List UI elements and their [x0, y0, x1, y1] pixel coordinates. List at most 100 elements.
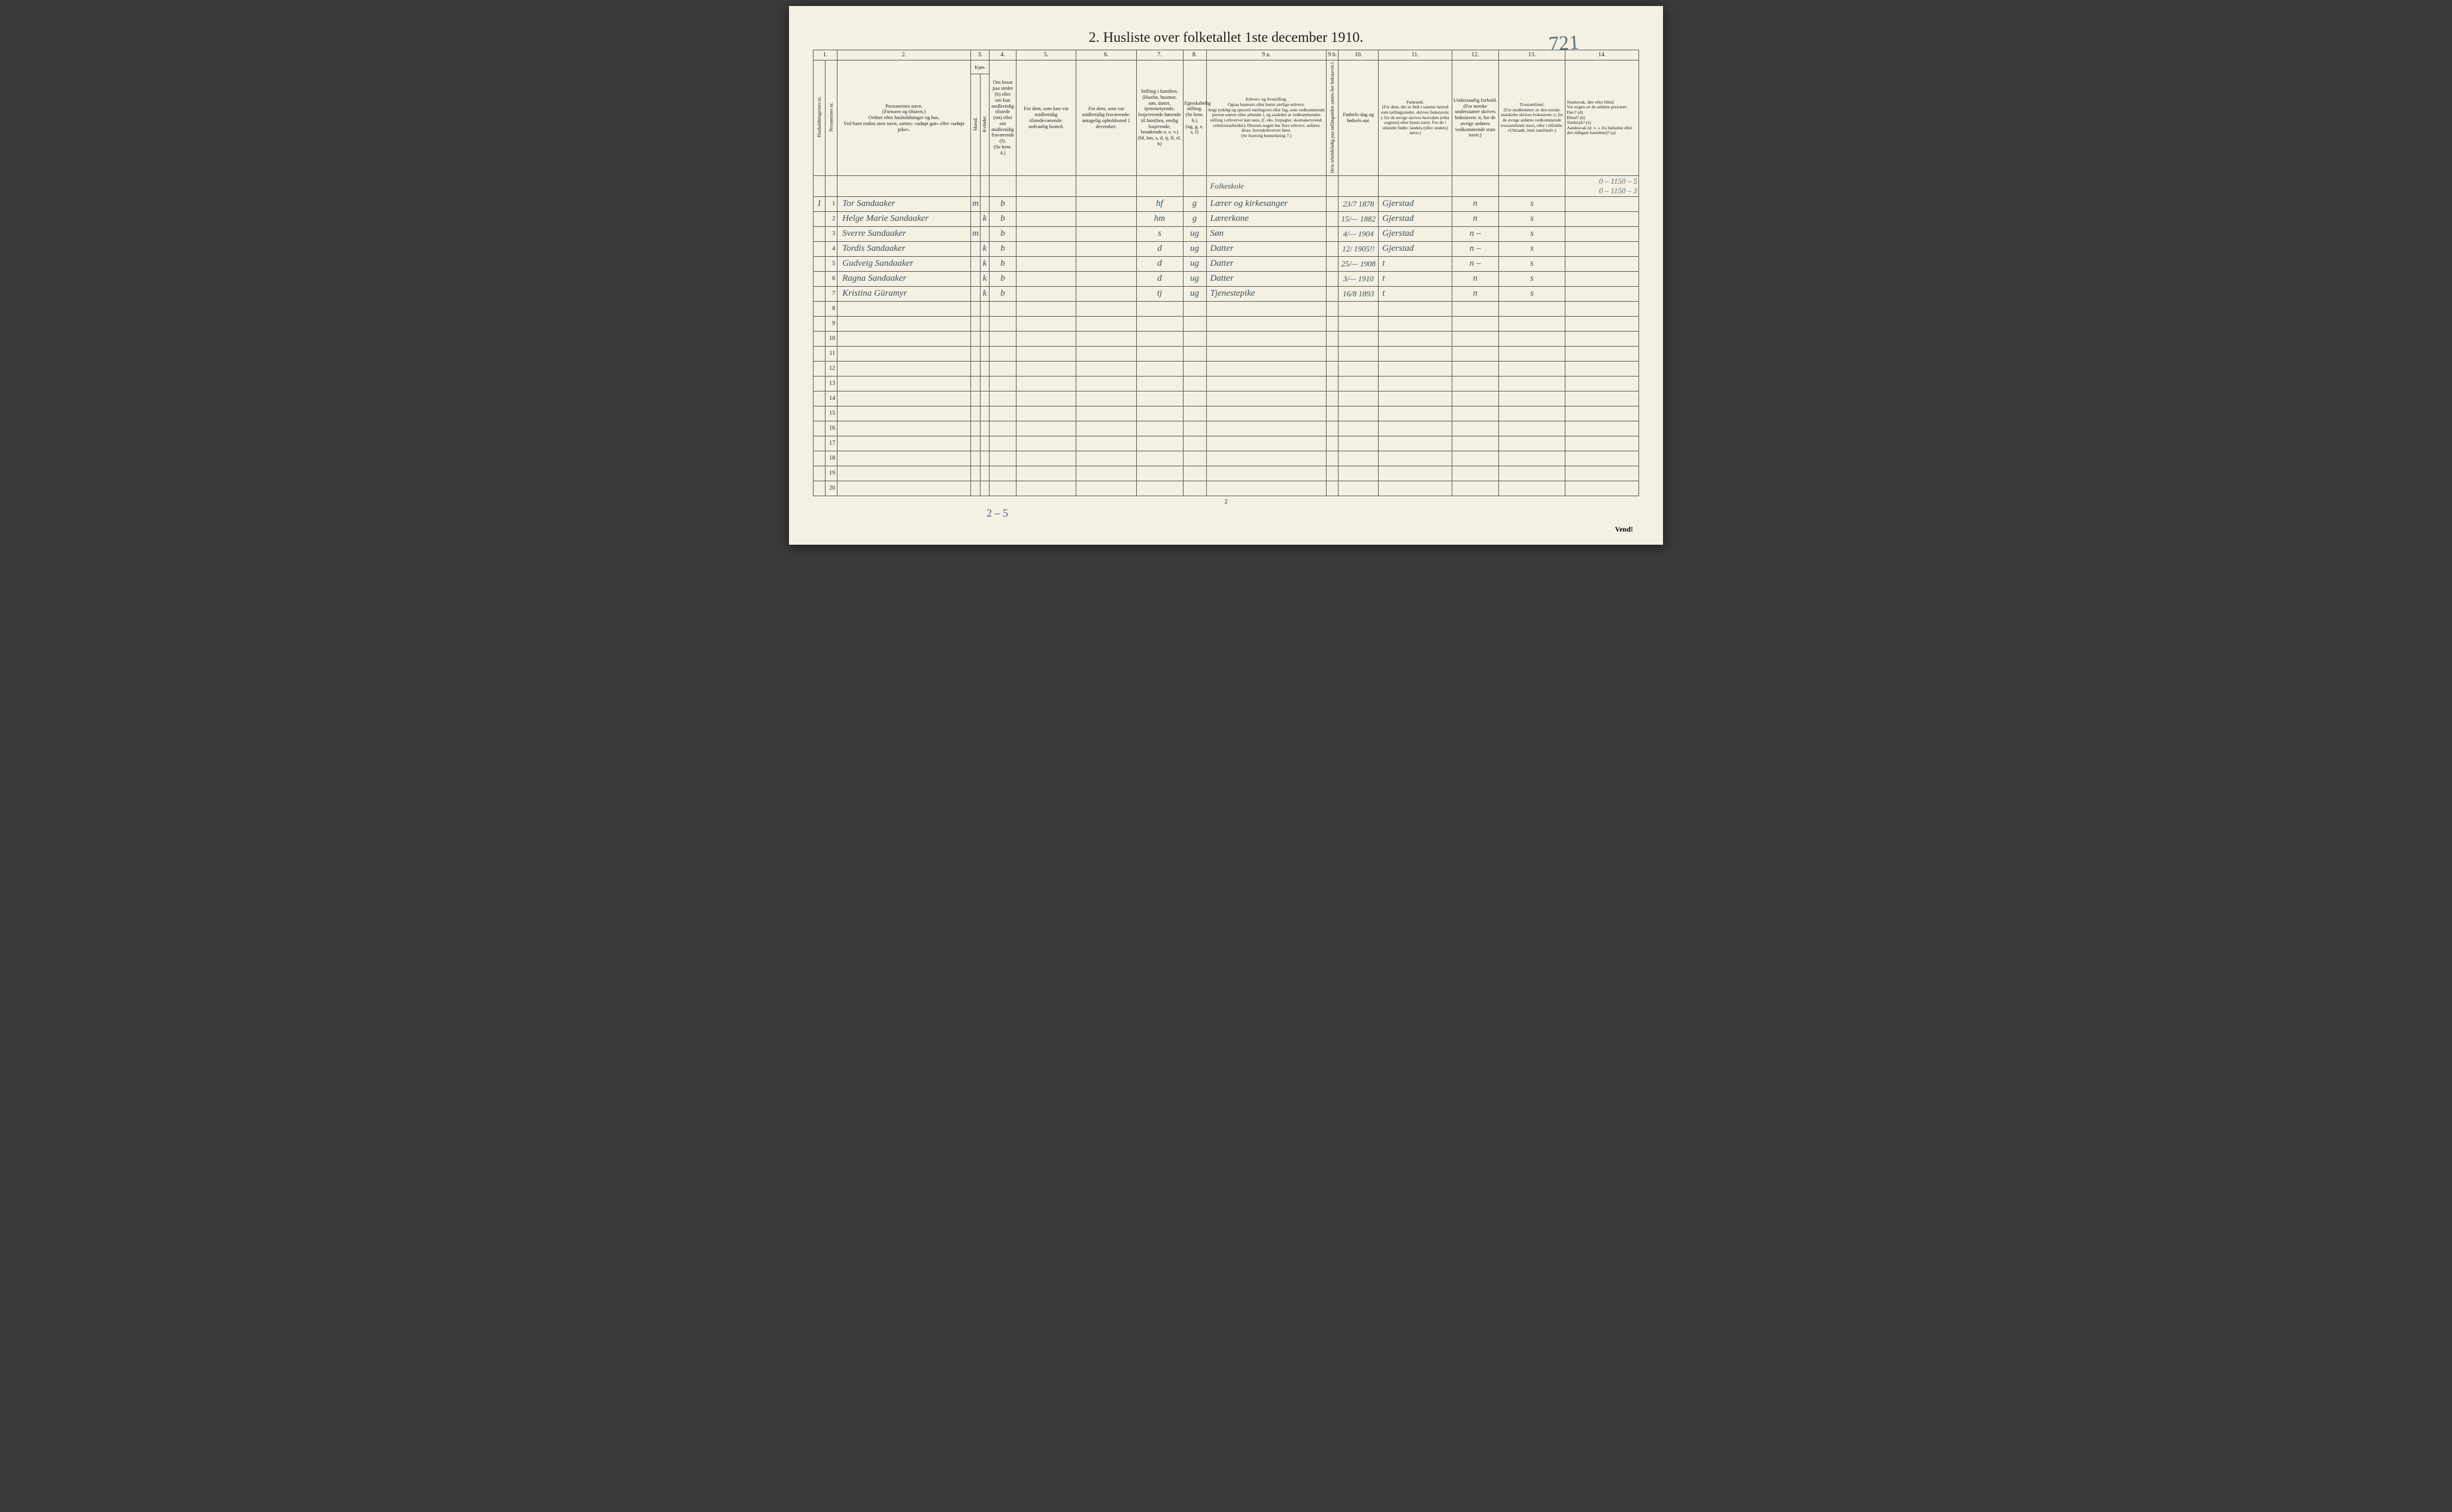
- cell-person-no: 2: [826, 211, 837, 226]
- cell-person-no: 18: [826, 451, 837, 466]
- cell-sex-k: [980, 196, 990, 211]
- colnum-8: 8.: [1183, 50, 1206, 60]
- table-row-empty: 8: [814, 301, 1639, 316]
- cell-name: Sverre Sandaaker: [837, 226, 971, 241]
- cell-occupation: Tjenestepike: [1206, 286, 1327, 301]
- cell-occupation: Lærerkone: [1206, 211, 1327, 226]
- cell-sex-m: [971, 286, 981, 301]
- cell-person-no: 17: [826, 436, 837, 451]
- cell-sex-k: k: [980, 286, 990, 301]
- cell-sex-k: k: [980, 241, 990, 256]
- table-row: 4Tordis SandaakerkbdugDatter12/ 1905!!Gj…: [814, 241, 1639, 256]
- cell-household-no: [814, 241, 826, 256]
- cell-person-no: 3: [826, 226, 837, 241]
- cell-person-no: 12: [826, 361, 837, 376]
- cell-unemployed: [1327, 226, 1339, 241]
- table-row: 11Tor SandaakermbhfgLærer og kirkesanger…: [814, 196, 1639, 211]
- cell-temp-present: [1016, 241, 1076, 256]
- table-row: 2Helge Marie SandaakerkbhmgLærerkone15/—…: [814, 211, 1639, 226]
- colnum-9a: 9 a.: [1206, 50, 1327, 60]
- cell-unemployed: [1327, 271, 1339, 286]
- colnum-7: 7.: [1136, 50, 1183, 60]
- hdr-nationality: Undersaatlig forhold. (For norske unders…: [1452, 60, 1498, 176]
- cell-person-no: 5: [826, 256, 837, 271]
- tally-annotation: 2 – 5: [987, 507, 1008, 520]
- cell-disability: [1565, 271, 1639, 286]
- colnum-5: 5.: [1016, 50, 1076, 60]
- cell-occupation: Datter: [1206, 241, 1327, 256]
- annotation-occupation: Folkeskole: [1206, 175, 1327, 196]
- cell-religion: s: [1498, 241, 1565, 256]
- cell-religion: s: [1498, 271, 1565, 286]
- cell-sex-k: k: [980, 211, 990, 226]
- cell-birthdate: 12/ 1905!!: [1339, 241, 1379, 256]
- cell-disability: [1565, 286, 1639, 301]
- cell-birthdate: 15/— 1882: [1339, 211, 1379, 226]
- cell-family-pos: d: [1136, 271, 1183, 286]
- cell-residence: b: [990, 211, 1016, 226]
- cell-temp-absent: [1076, 241, 1136, 256]
- turn-over-label: Vend!: [1615, 525, 1633, 534]
- cell-person-no: 11: [826, 346, 837, 361]
- hdr-occupation: Erhverv og livsstilling. Ogsaa husmors e…: [1206, 60, 1327, 176]
- table-row-empty: 15: [814, 406, 1639, 421]
- cell-birthplace: t: [1379, 286, 1452, 301]
- cell-sex-m: m: [971, 196, 981, 211]
- cell-nationality: n: [1452, 211, 1498, 226]
- table-row-empty: 17: [814, 436, 1639, 451]
- cell-religion: s: [1498, 286, 1565, 301]
- cell-temp-present: [1016, 286, 1076, 301]
- cell-temp-absent: [1076, 256, 1136, 271]
- hdr-sex: Kjøn.: [971, 60, 990, 74]
- page-title: 2. Husliste over folketallet 1ste decemb…: [813, 30, 1639, 46]
- cell-occupation: Søn: [1206, 226, 1327, 241]
- table-row-empty: 20: [814, 481, 1639, 496]
- table-row: 5Gudveig SandaakerkbdugDatter25/— 1908tn…: [814, 256, 1639, 271]
- colnum-4: 4.: [990, 50, 1016, 60]
- cell-sex-m: m: [971, 226, 981, 241]
- cell-sex-k: k: [980, 271, 990, 286]
- cell-marital: ug: [1183, 241, 1206, 256]
- cell-temp-present: [1016, 211, 1076, 226]
- cell-person-no: 19: [826, 466, 837, 481]
- cell-temp-absent: [1076, 211, 1136, 226]
- cell-temp-absent: [1076, 226, 1136, 241]
- cell-household-no: 1: [814, 196, 826, 211]
- table-row-empty: 18: [814, 451, 1639, 466]
- cell-residence: b: [990, 271, 1016, 286]
- cell-temp-absent: [1076, 271, 1136, 286]
- cell-person-no: 9: [826, 316, 837, 331]
- hdr-person-no: Personernes nr.: [826, 60, 837, 176]
- cell-person-no: 4: [826, 241, 837, 256]
- cell-sex-m: [971, 211, 981, 226]
- cell-temp-present: [1016, 271, 1076, 286]
- cell-name: Ragna Sandaaker: [837, 271, 971, 286]
- colnum-3: 3.: [971, 50, 990, 60]
- side-note-1: 0 – 1150 – 5: [1567, 177, 1637, 186]
- cell-person-no: 6: [826, 271, 837, 286]
- cell-person-no: 10: [826, 331, 837, 346]
- hdr-name: Personernes navn. (Fornavn og tilnavn.) …: [837, 60, 971, 176]
- cell-person-no: 1: [826, 196, 837, 211]
- cell-family-pos: hm: [1136, 211, 1183, 226]
- hdr-disability: Sindssvak, døv eller blind. Var nogen av…: [1565, 60, 1639, 176]
- cell-religion: s: [1498, 211, 1565, 226]
- table-row-empty: 12: [814, 361, 1639, 376]
- cell-family-pos: hf: [1136, 196, 1183, 211]
- cell-marital: ug: [1183, 271, 1206, 286]
- colnum-6: 6.: [1076, 50, 1136, 60]
- table-row-empty: 14: [814, 391, 1639, 406]
- cell-person-no: 15: [826, 406, 837, 421]
- cell-residence: b: [990, 226, 1016, 241]
- census-table: 1. 2. 3. 4. 5. 6. 7. 8. 9 a. 9 b. 10. 11…: [813, 50, 1639, 496]
- cell-person-no: 20: [826, 481, 837, 496]
- cell-nationality: n: [1452, 196, 1498, 211]
- cell-household-no: [814, 256, 826, 271]
- cell-name: Tordis Sandaaker: [837, 241, 971, 256]
- cell-temp-present: [1016, 256, 1076, 271]
- cell-birthplace: Gjerstad: [1379, 211, 1452, 226]
- cell-religion: s: [1498, 226, 1565, 241]
- cell-unemployed: [1327, 286, 1339, 301]
- cell-person-no: 16: [826, 421, 837, 436]
- cell-sex-k: [980, 226, 990, 241]
